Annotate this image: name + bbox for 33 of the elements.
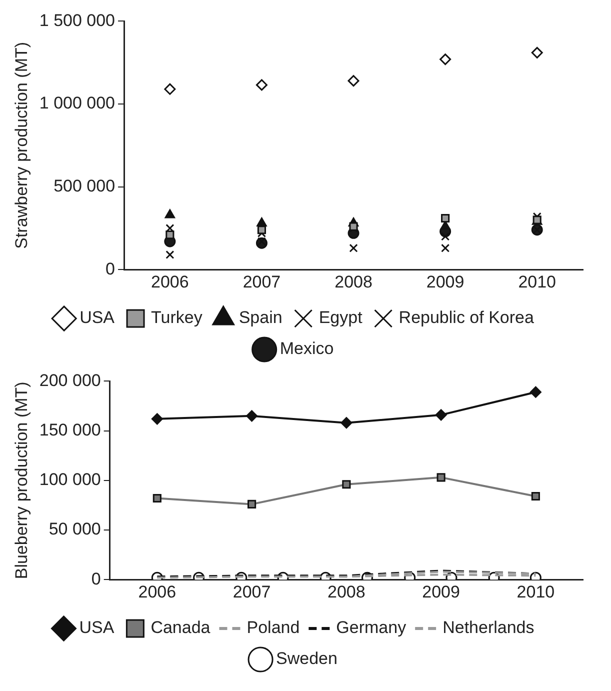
y-tick-label: 0: [106, 259, 116, 278]
x-tick-label: 2006: [138, 582, 176, 602]
y-tick-label: 150 000: [39, 420, 101, 440]
legend-label: Egypt: [318, 308, 363, 328]
legend-label: Poland: [246, 618, 300, 638]
y-tick-label: 50 000: [48, 520, 101, 539]
x-tick-label: 2009: [422, 582, 460, 602]
legend-label: Spain: [238, 308, 282, 328]
legend-label: Republic of Korea: [398, 308, 534, 328]
legend-label: Netherlands: [442, 618, 534, 638]
y-tick-label: 100 000: [39, 470, 101, 490]
y-axis-title: Strawberry production (MT): [12, 42, 31, 249]
x-tick-label: 2006: [151, 272, 189, 292]
x-tick-label: 2007: [242, 272, 281, 292]
y-tick-label: 0: [91, 569, 101, 588]
y-axis-title: Blueberry production (MT): [12, 382, 31, 580]
x-tick-label: 2008: [334, 272, 372, 292]
y-tick-label: 1 000 000: [39, 94, 116, 113]
legend-label: Sweden: [276, 649, 338, 668]
legend-label: USA: [80, 308, 116, 328]
x-tick-label: 2008: [328, 582, 366, 602]
legend-label: Mexico: [280, 339, 334, 358]
legend-label: Germany: [336, 618, 407, 638]
x-tick-label: 2009: [426, 272, 464, 292]
x-tick-label: 2010: [518, 272, 556, 292]
legend-label: Turkey: [151, 308, 203, 328]
y-tick-label: 1 500 000: [39, 10, 116, 30]
legend-label: Canada: [150, 618, 211, 638]
x-tick-label: 2010: [516, 582, 555, 602]
x-tick-label: 2007: [232, 582, 271, 602]
y-tick-label: 500 000: [54, 176, 116, 196]
y-tick-label: 200 000: [39, 370, 101, 390]
legend-label: USA: [79, 618, 115, 638]
